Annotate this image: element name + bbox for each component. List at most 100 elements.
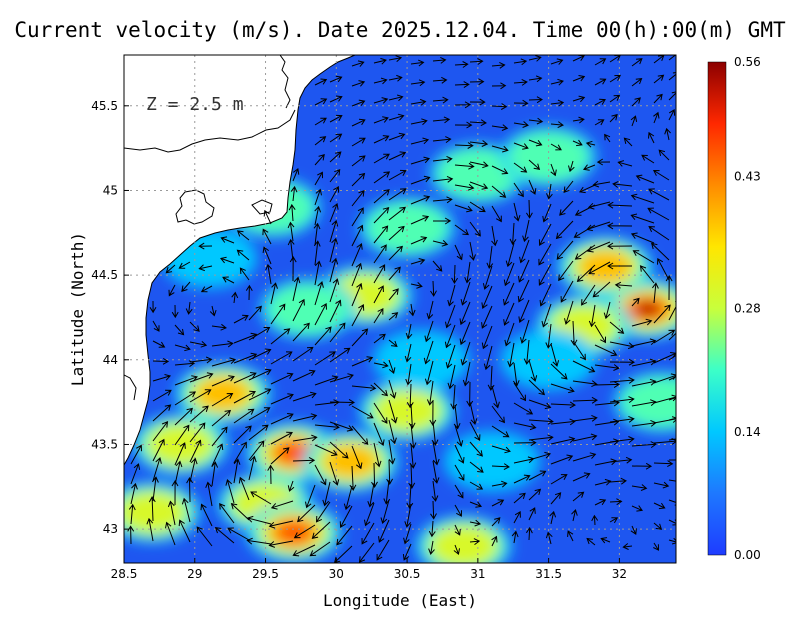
- velocity-arrow: [513, 121, 529, 128]
- velocity-arrow: [403, 523, 412, 545]
- velocity-arrow: [128, 503, 136, 525]
- velocity-arrow: [311, 521, 331, 539]
- velocity-arrow: [592, 180, 611, 188]
- velocity-arrow: [528, 359, 538, 382]
- velocity-arrow: [469, 140, 489, 147]
- velocity-arrow: [586, 221, 611, 232]
- velocity-arrow: [542, 203, 552, 223]
- velocity-arrow: [315, 501, 331, 523]
- velocity-arrow: [550, 401, 576, 409]
- velocity-arrow: [631, 297, 640, 307]
- velocity-arrow: [343, 485, 353, 511]
- velocity-arrow: [594, 324, 606, 344]
- velocity-arrow: [604, 133, 611, 143]
- velocity-arrow: [314, 423, 340, 431]
- velocity-arrow: [410, 175, 431, 185]
- velocity-arrow: [168, 284, 176, 297]
- velocity-arrow: [270, 303, 286, 325]
- velocity-arrow: [189, 389, 212, 403]
- velocity-arrow: [631, 484, 648, 491]
- velocity-arrow: [462, 361, 471, 387]
- velocity-arrow: [322, 481, 331, 507]
- velocity-arrow: [652, 169, 670, 181]
- velocity-arrow: [631, 97, 641, 107]
- velocity-arrow: [586, 241, 611, 253]
- velocity-arrow: [189, 405, 209, 423]
- velocity-arrow: [314, 98, 328, 106]
- velocity-arrow: [211, 392, 234, 407]
- velocity-arrow: [189, 457, 198, 483]
- velocity-arrow: [653, 304, 671, 324]
- velocity-arrow: [373, 225, 389, 244]
- velocity-arrow: [432, 196, 453, 204]
- lagoon-outline: [175, 189, 215, 225]
- velocity-arrow: [454, 224, 469, 236]
- velocity-arrow: [513, 182, 524, 198]
- velocity-arrow: [270, 372, 294, 385]
- velocity-arrow: [430, 280, 437, 297]
- velocity-arrow: [454, 101, 472, 109]
- velocity-arrow: [314, 260, 322, 286]
- velocity-arrow: [314, 136, 327, 146]
- velocity-arrow: [454, 183, 475, 191]
- velocity-arrow: [428, 520, 436, 538]
- velocity-arrow: [481, 285, 493, 309]
- velocity-arrow: [607, 222, 633, 230]
- velocity-arrow: [388, 151, 407, 161]
- velocity-arrow: [454, 504, 462, 517]
- velocity-arrow: [189, 372, 214, 383]
- velocity-arrow: [373, 285, 384, 304]
- speed-patch: [578, 250, 632, 284]
- velocity-arrow: [665, 275, 673, 301]
- velocity-arrow: [486, 245, 494, 270]
- velocity-arrow: [469, 161, 489, 169]
- velocity-arrow: [388, 55, 403, 62]
- velocity-arrow: [292, 391, 317, 402]
- velocity-arrow: [572, 472, 591, 482]
- velocity-arrow: [469, 201, 486, 213]
- velocity-arrow: [538, 243, 552, 266]
- velocity-arrow: [594, 119, 605, 126]
- velocity-arrow: [313, 240, 321, 266]
- velocity-arrow: [668, 479, 676, 482]
- velocity-arrow: [410, 282, 423, 289]
- border-line: [279, 55, 291, 109]
- colorbar-label: 0.43: [734, 169, 761, 183]
- velocity-arrow: [454, 444, 465, 464]
- velocity-arrow: [236, 230, 250, 241]
- velocity-arrow: [265, 263, 273, 285]
- depth-label: Z = 2.5 m: [146, 94, 244, 115]
- velocity-arrow: [189, 341, 208, 348]
- velocity-arrow: [550, 121, 564, 129]
- velocity-arrow: [511, 530, 519, 544]
- velocity-arrow: [430, 500, 437, 520]
- velocity-arrow: [239, 267, 250, 281]
- velocity-arrow: [607, 242, 633, 250]
- velocity-arrow: [292, 298, 305, 322]
- velocity-arrow: [174, 407, 193, 426]
- velocity-arrow: [238, 476, 250, 501]
- velocity-arrow: [231, 291, 239, 304]
- velocity-arrow: [198, 264, 213, 272]
- velocity-arrow: [528, 417, 554, 425]
- velocity-arrow: [572, 360, 596, 373]
- velocity-arrow: [267, 464, 275, 485]
- velocity-arrow: [571, 509, 578, 522]
- velocity-arrow: [528, 96, 543, 104]
- velocity-arrow: [406, 483, 414, 509]
- velocity-arrow: [454, 61, 469, 68]
- velocity-arrow: [519, 239, 530, 264]
- velocity-arrow: [459, 321, 471, 346]
- velocity-arrow: [572, 433, 598, 442]
- velocity-arrow: [351, 155, 366, 167]
- velocity-arrow: [388, 339, 398, 348]
- velocity-arrow: [209, 305, 217, 317]
- velocity-arrow: [464, 261, 472, 284]
- velocity-arrow: [556, 240, 574, 260]
- velocity-arrow: [329, 257, 339, 283]
- velocity-arrow: [373, 97, 389, 104]
- velocity-arrow: [314, 205, 322, 226]
- border-line: [124, 109, 296, 153]
- velocity-arrow: [630, 193, 655, 204]
